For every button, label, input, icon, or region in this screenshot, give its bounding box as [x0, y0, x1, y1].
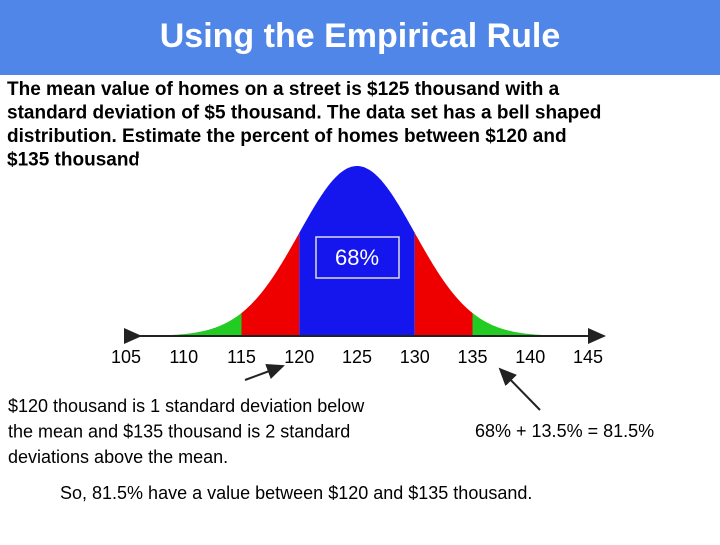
calculation: 68% + 13.5% = 81.5% — [475, 421, 654, 441]
axis-label: 110 — [169, 347, 198, 367]
arrow — [244, 364, 285, 381]
problem-line: The mean value of homes on a street is $… — [7, 79, 560, 100]
axis-label: 140 — [515, 347, 545, 367]
axis-label: 130 — [400, 347, 430, 367]
center-label: 68% — [335, 245, 379, 270]
explanation-line: deviations above the mean. — [8, 447, 228, 467]
explanation: $120 thousand is 1 standard deviation be… — [8, 396, 365, 467]
problem: The mean value of homes on a street is $… — [7, 79, 601, 171]
curve-region — [299, 166, 415, 336]
axis-label: 145 — [573, 347, 603, 367]
bell-curve: 68% — [172, 166, 542, 336]
axis-label: 125 — [342, 347, 372, 367]
explanation-line: $120 thousand is 1 standard deviation be… — [8, 396, 365, 416]
conclusion: So, 81.5% have a value between $120 and … — [60, 483, 532, 503]
axis-label: 135 — [457, 347, 487, 367]
title-bar — [0, 0, 720, 75]
explanation-line: the mean and $135 thousand is 2 standard — [8, 421, 350, 441]
problem-line: distribution. Estimate the percent of ho… — [7, 126, 567, 147]
axis-label: 120 — [284, 347, 314, 367]
title: Using the Empirical Rule — [160, 17, 561, 55]
label-box — [315, 236, 400, 279]
problem-line: $135 thousand. — [7, 150, 145, 171]
axis-label: 115 — [227, 347, 256, 367]
problem-line: standard deviation of $5 thousand. The d… — [7, 103, 601, 124]
curve-region — [414, 232, 473, 336]
axis-label: 105 — [111, 347, 141, 367]
curve-region — [241, 232, 300, 336]
axis-labels: 105 110 115 120 125 130 135 140 145 — [111, 347, 603, 367]
arrow — [498, 367, 541, 411]
